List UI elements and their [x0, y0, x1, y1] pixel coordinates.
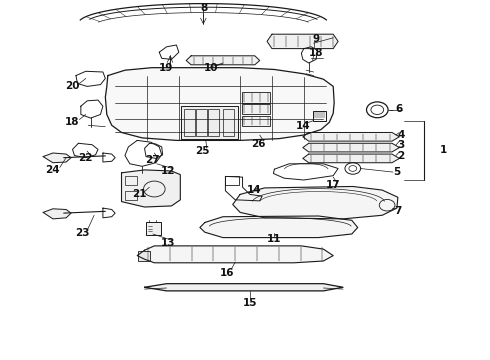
Bar — [196, 109, 207, 136]
Polygon shape — [186, 56, 260, 65]
Text: 19: 19 — [158, 63, 173, 73]
Text: 15: 15 — [243, 298, 257, 308]
Text: 11: 11 — [267, 234, 282, 244]
Polygon shape — [200, 216, 358, 238]
Polygon shape — [303, 154, 399, 163]
Text: 13: 13 — [160, 238, 175, 248]
Text: 7: 7 — [394, 206, 402, 216]
Bar — [242, 104, 270, 114]
Text: 26: 26 — [251, 139, 266, 149]
Polygon shape — [137, 246, 333, 263]
Bar — [313, 111, 326, 121]
Text: 18: 18 — [65, 117, 80, 127]
Text: 6: 6 — [396, 104, 403, 114]
Text: 2: 2 — [397, 150, 404, 161]
Text: 16: 16 — [220, 268, 234, 278]
Polygon shape — [105, 68, 334, 140]
Bar — [242, 92, 270, 103]
Polygon shape — [233, 186, 398, 219]
Text: 25: 25 — [195, 146, 209, 156]
Text: 17: 17 — [326, 180, 341, 190]
Bar — [225, 176, 239, 185]
Polygon shape — [303, 132, 399, 141]
Text: 14: 14 — [246, 185, 261, 195]
Bar — [208, 109, 219, 136]
Text: 21: 21 — [132, 189, 147, 199]
Text: 9: 9 — [313, 34, 319, 44]
Bar — [146, 222, 161, 235]
Text: 24: 24 — [46, 165, 60, 175]
Text: 5: 5 — [393, 167, 400, 177]
Text: 14: 14 — [295, 121, 310, 131]
Text: 22: 22 — [78, 153, 93, 163]
Polygon shape — [303, 143, 399, 152]
Bar — [181, 106, 238, 139]
Text: 23: 23 — [75, 228, 90, 238]
Bar — [242, 116, 270, 126]
Polygon shape — [145, 284, 343, 291]
Text: 8: 8 — [201, 3, 208, 13]
Text: 10: 10 — [203, 63, 218, 73]
Bar — [184, 109, 195, 136]
Polygon shape — [267, 34, 338, 49]
Text: 12: 12 — [160, 166, 175, 176]
Polygon shape — [122, 170, 180, 207]
Text: 20: 20 — [65, 81, 80, 91]
Text: 3: 3 — [397, 140, 404, 150]
Polygon shape — [43, 209, 71, 219]
Bar — [125, 176, 137, 185]
Text: 27: 27 — [146, 155, 160, 165]
Polygon shape — [43, 153, 71, 163]
Text: 18: 18 — [309, 48, 323, 58]
Bar — [223, 109, 234, 136]
Bar — [125, 191, 137, 200]
Bar — [138, 251, 150, 261]
Text: 4: 4 — [397, 130, 405, 140]
Text: 1: 1 — [440, 145, 447, 156]
